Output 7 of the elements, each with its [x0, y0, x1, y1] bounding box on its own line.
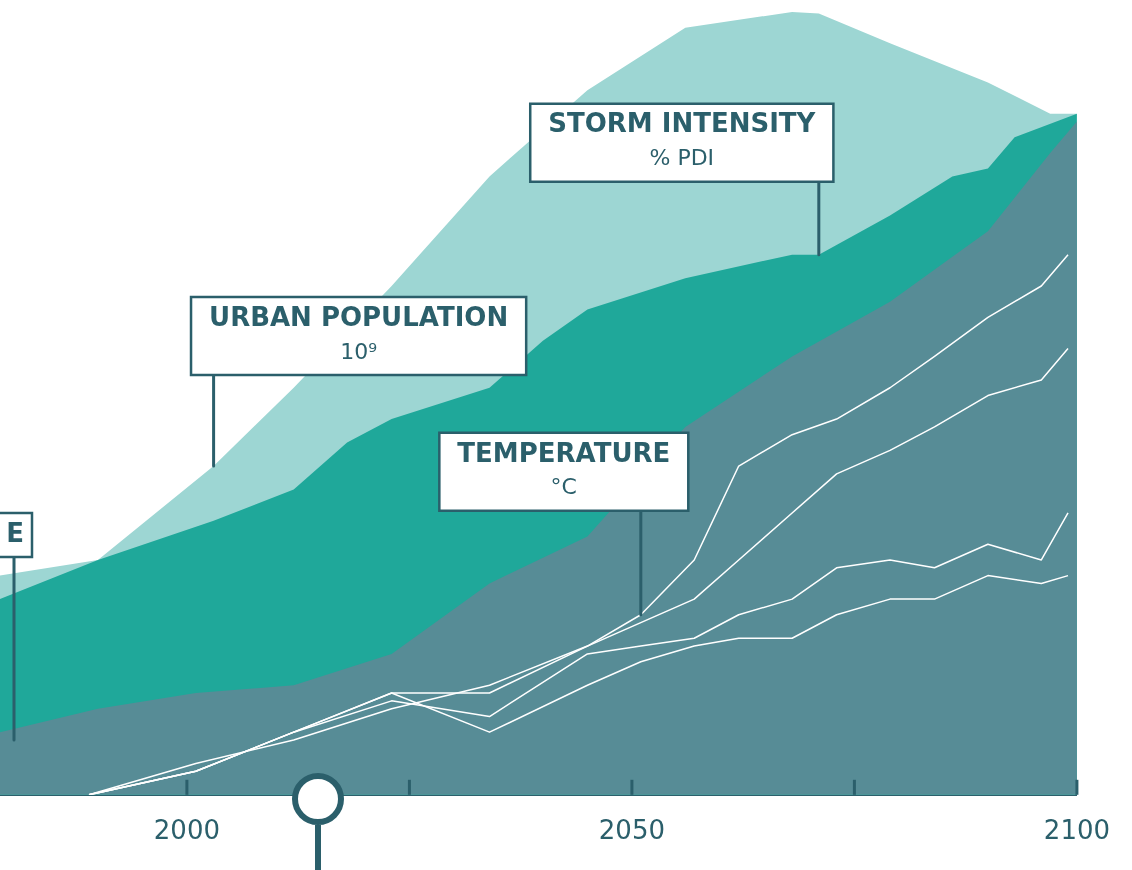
x-tick-label: 2000	[153, 815, 220, 846]
annotation: E	[6, 517, 24, 548]
annotation: STORM INTENSITY % PDI	[548, 108, 817, 171]
annotation: URBAN POPULATION 10⁹	[209, 301, 509, 364]
annotation: TEMPERATURE °C	[457, 437, 671, 500]
x-tick-label: 2100	[1043, 815, 1110, 846]
x-tick-label: 2050	[598, 815, 665, 846]
